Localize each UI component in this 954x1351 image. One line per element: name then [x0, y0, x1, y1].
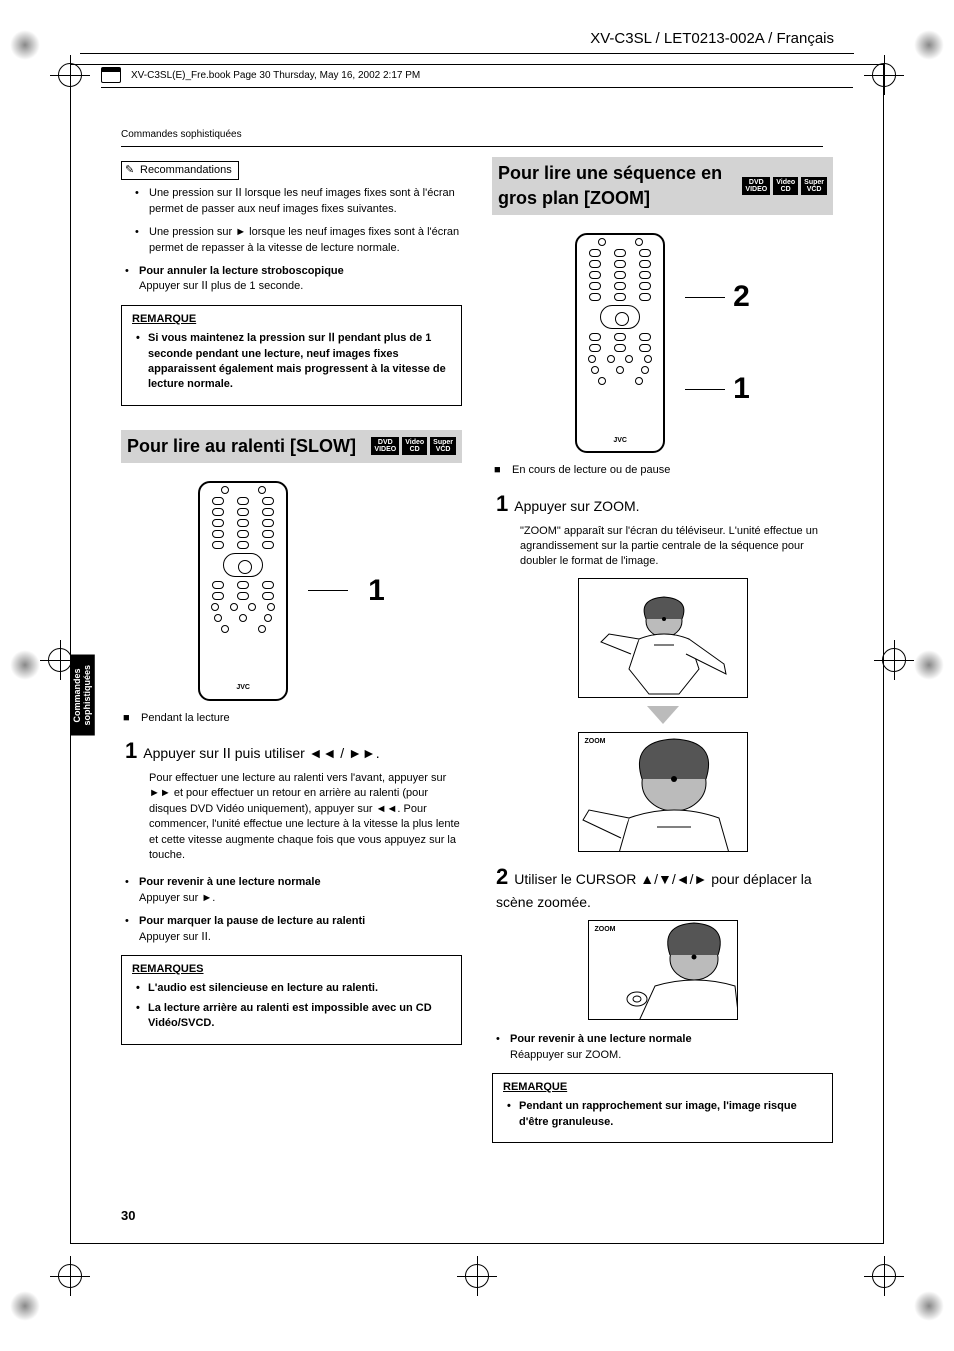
- step-label: Appuyer sur ⅠⅠ puis utiliser ◄◄ / ►►.: [143, 745, 379, 761]
- context-item: Pendant la lecture: [141, 711, 462, 726]
- crop-mark: [50, 1256, 90, 1296]
- sidebar-tab: Commandes sophistiquées: [71, 655, 95, 736]
- badge-vcd: Video CD: [773, 177, 798, 195]
- remote-illustration: JVC 1: [121, 481, 462, 701]
- subhead: Pour revenir à une lecture normale: [510, 1033, 692, 1045]
- left-column: Recommandations Une pression sur ⅠⅠ lors…: [121, 157, 462, 1143]
- remote-icon: JVC: [198, 481, 288, 701]
- list-item: Pour marquer la pause de lecture au rale…: [139, 914, 462, 945]
- remote-illustration: JVC 2 1: [492, 233, 833, 453]
- print-reg-dot: [914, 30, 944, 60]
- zoom-label: ZOOM: [595, 925, 616, 935]
- step-1-body: Pour effectuer une lecture au ralenti ve…: [121, 771, 462, 863]
- document-header: XV-C3SL / LET0213-002A / Français: [0, 0, 954, 49]
- badge-dvd: DVD VIDEO: [742, 177, 770, 195]
- list-item: Pour revenir à une lecture normale Réapp…: [510, 1032, 833, 1063]
- step-label: Appuyer sur ZOOM.: [514, 498, 639, 514]
- note-item: Pendant un rapprochement sur image, l'im…: [519, 1099, 822, 1130]
- zoom-after-illustration: ZOOM: [578, 732, 748, 852]
- note-item: La lecture arrière au ralenti est imposs…: [148, 1001, 451, 1032]
- badge-dvd: DVD VIDEO: [371, 437, 399, 455]
- note-box: REMARQUES L'audio est silencieuse en lec…: [121, 955, 462, 1045]
- step-label: Utiliser le CURSOR ▲/▼/◄/► pour déplacer…: [496, 871, 812, 910]
- page-frame: XV-C3SL(E)_Fre.book Page 30 Thursday, Ma…: [70, 64, 884, 1244]
- body-text: Appuyer sur ►.: [139, 892, 215, 904]
- subhead: Pour annuler la lecture stroboscopique: [139, 265, 344, 277]
- callout-number: 1: [368, 570, 385, 612]
- section-heading-zoom: Pour lire une séquence en gros plan [ZOO…: [492, 157, 833, 215]
- subhead: Pour revenir à une lecture normale: [139, 876, 321, 888]
- recommendations-label: Recommandations: [121, 161, 239, 180]
- heading-text: Pour lire au ralenti [SLOW]: [127, 434, 356, 459]
- print-reg-dot: [10, 30, 40, 60]
- heading-text: Pour lire une séquence en gros plan [ZOO…: [498, 161, 738, 211]
- book-metadata: XV-C3SL(E)_Fre.book Page 30 Thursday, Ma…: [101, 65, 853, 88]
- section-heading-slow: Pour lire au ralenti [SLOW] DVD VIDEO Vi…: [121, 430, 462, 463]
- print-reg-dot: [914, 1291, 944, 1321]
- zoom-before-illustration: [578, 578, 748, 698]
- header-rule: [80, 53, 854, 54]
- callout-number: 2: [733, 276, 750, 318]
- body-text: Réappuyer sur ZOOM.: [510, 1049, 621, 1061]
- crop-mark: [864, 1256, 904, 1296]
- list-item: Une pression sur ⅠⅠ lorsque les neuf ima…: [149, 186, 462, 217]
- zoom-pan-illustration: ZOOM: [588, 920, 738, 1020]
- badge-vcd: Video CD: [402, 437, 427, 455]
- callout-line: [308, 590, 348, 591]
- callout-line: [685, 297, 725, 298]
- note-title: REMARQUE: [132, 312, 451, 327]
- print-reg-dot: [10, 650, 40, 680]
- body-text: Appuyer sur ⅠⅠ plus de 1 seconde.: [139, 280, 303, 292]
- note-title: REMARQUE: [503, 1080, 822, 1095]
- note-item: Si vous maintenez la pression sur ⅠⅠ pen…: [148, 331, 451, 393]
- badge-svcd: Super VCD: [801, 177, 827, 195]
- list-item: Une pression sur ► lorsque les neuf imag…: [149, 225, 462, 256]
- step-2: 2Utiliser le CURSOR ▲/▼/◄/► pour déplace…: [496, 862, 833, 912]
- page-number: 30: [121, 1207, 135, 1225]
- body-text: Appuyer sur ⅠⅠ.: [139, 931, 211, 943]
- badge-svcd: Super VCD: [430, 437, 456, 455]
- context-list: Pendant la lecture: [121, 711, 462, 726]
- right-column: Pour lire une séquence en gros plan [ZOO…: [492, 157, 833, 1143]
- recommendations-list: Une pression sur ⅠⅠ lorsque les neuf ima…: [121, 186, 462, 256]
- list-item: Pour annuler la lecture stroboscopique A…: [139, 264, 462, 295]
- note-box: REMARQUE Si vous maintenez la pression s…: [121, 305, 462, 406]
- arrow-down-icon: [647, 706, 679, 724]
- manual-page: XV-C3SL / LET0213-002A / Français XV-C3S…: [0, 0, 954, 1351]
- callout-line: [685, 389, 725, 390]
- step-1: 1Appuyer sur ZOOM.: [496, 489, 833, 520]
- step-1-body: "ZOOM" apparaît sur l'écran du téléviseu…: [492, 524, 833, 570]
- zoom-label: ZOOM: [585, 737, 606, 747]
- print-reg-dot: [10, 1291, 40, 1321]
- crop-mark: [457, 1256, 497, 1296]
- note-title: REMARQUES: [132, 962, 451, 977]
- format-badges: DVD VIDEO Video CD Super VCD: [742, 177, 827, 195]
- format-badges: DVD VIDEO Video CD Super VCD: [371, 437, 456, 455]
- section-breadcrumb: Commandes sophistiquées: [121, 128, 883, 142]
- list-item: Pour revenir à une lecture normale Appuy…: [139, 875, 462, 906]
- step-1: 1Appuyer sur ⅠⅠ puis utiliser ◄◄ / ►►.: [125, 736, 462, 767]
- remote-icon: JVC: [575, 233, 665, 453]
- subhead: Pour marquer la pause de lecture au rale…: [139, 915, 365, 927]
- note-item: L'audio est silencieuse en lecture au ra…: [148, 981, 451, 996]
- context-item: En cours de lecture ou de pause: [512, 463, 833, 478]
- note-box: REMARQUE Pendant un rapprochement sur im…: [492, 1073, 833, 1143]
- callout-number: 1: [733, 368, 750, 410]
- print-reg-dot: [914, 650, 944, 680]
- context-list: En cours de lecture ou de pause: [492, 463, 833, 478]
